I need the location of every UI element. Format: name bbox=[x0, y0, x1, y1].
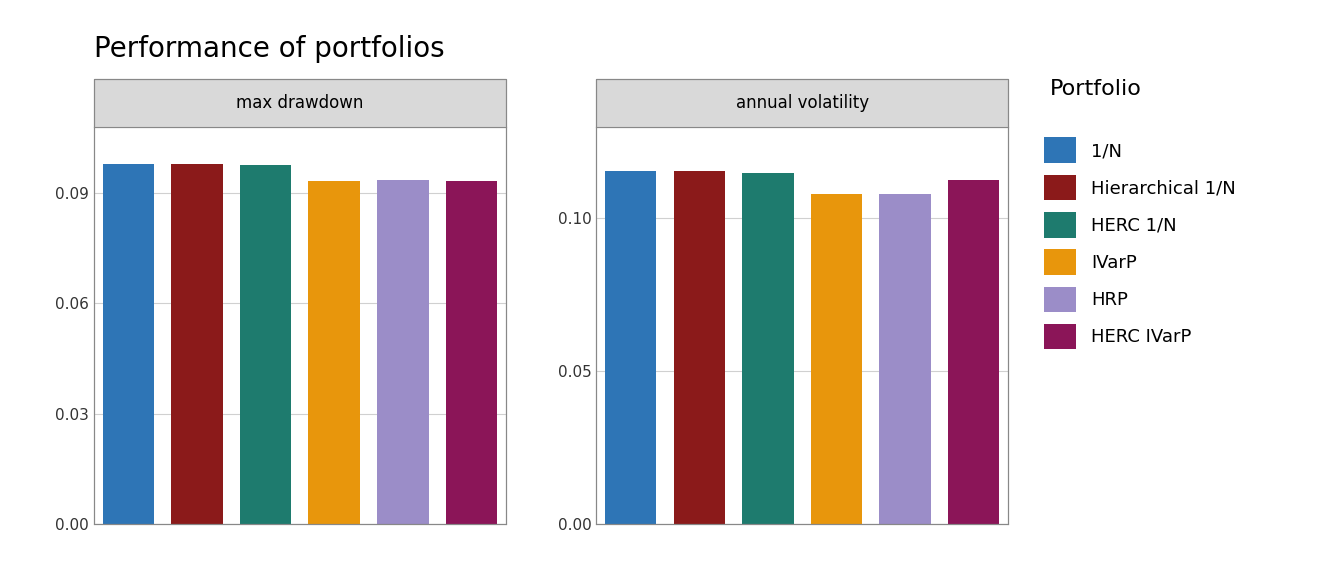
Bar bbox=[239, 165, 292, 524]
Bar bbox=[948, 180, 1000, 524]
Bar bbox=[879, 194, 931, 524]
Text: Portfolio: Portfolio bbox=[1051, 79, 1142, 100]
Text: annual volatility: annual volatility bbox=[735, 94, 868, 112]
Bar bbox=[673, 171, 724, 524]
Bar bbox=[810, 194, 863, 524]
Bar bbox=[309, 181, 360, 524]
Text: Performance of portfolios: Performance of portfolios bbox=[94, 35, 445, 63]
Bar bbox=[171, 164, 223, 524]
Bar bbox=[446, 181, 497, 524]
Legend: 1/N, Hierarchical 1/N, HERC 1/N, IVarP, HRP, HERC IVarP: 1/N, Hierarchical 1/N, HERC 1/N, IVarP, … bbox=[1044, 138, 1235, 350]
Bar bbox=[378, 180, 429, 524]
Bar bbox=[605, 171, 656, 524]
Bar bbox=[102, 164, 155, 524]
Text: max drawdown: max drawdown bbox=[237, 94, 364, 112]
Bar bbox=[742, 173, 793, 524]
